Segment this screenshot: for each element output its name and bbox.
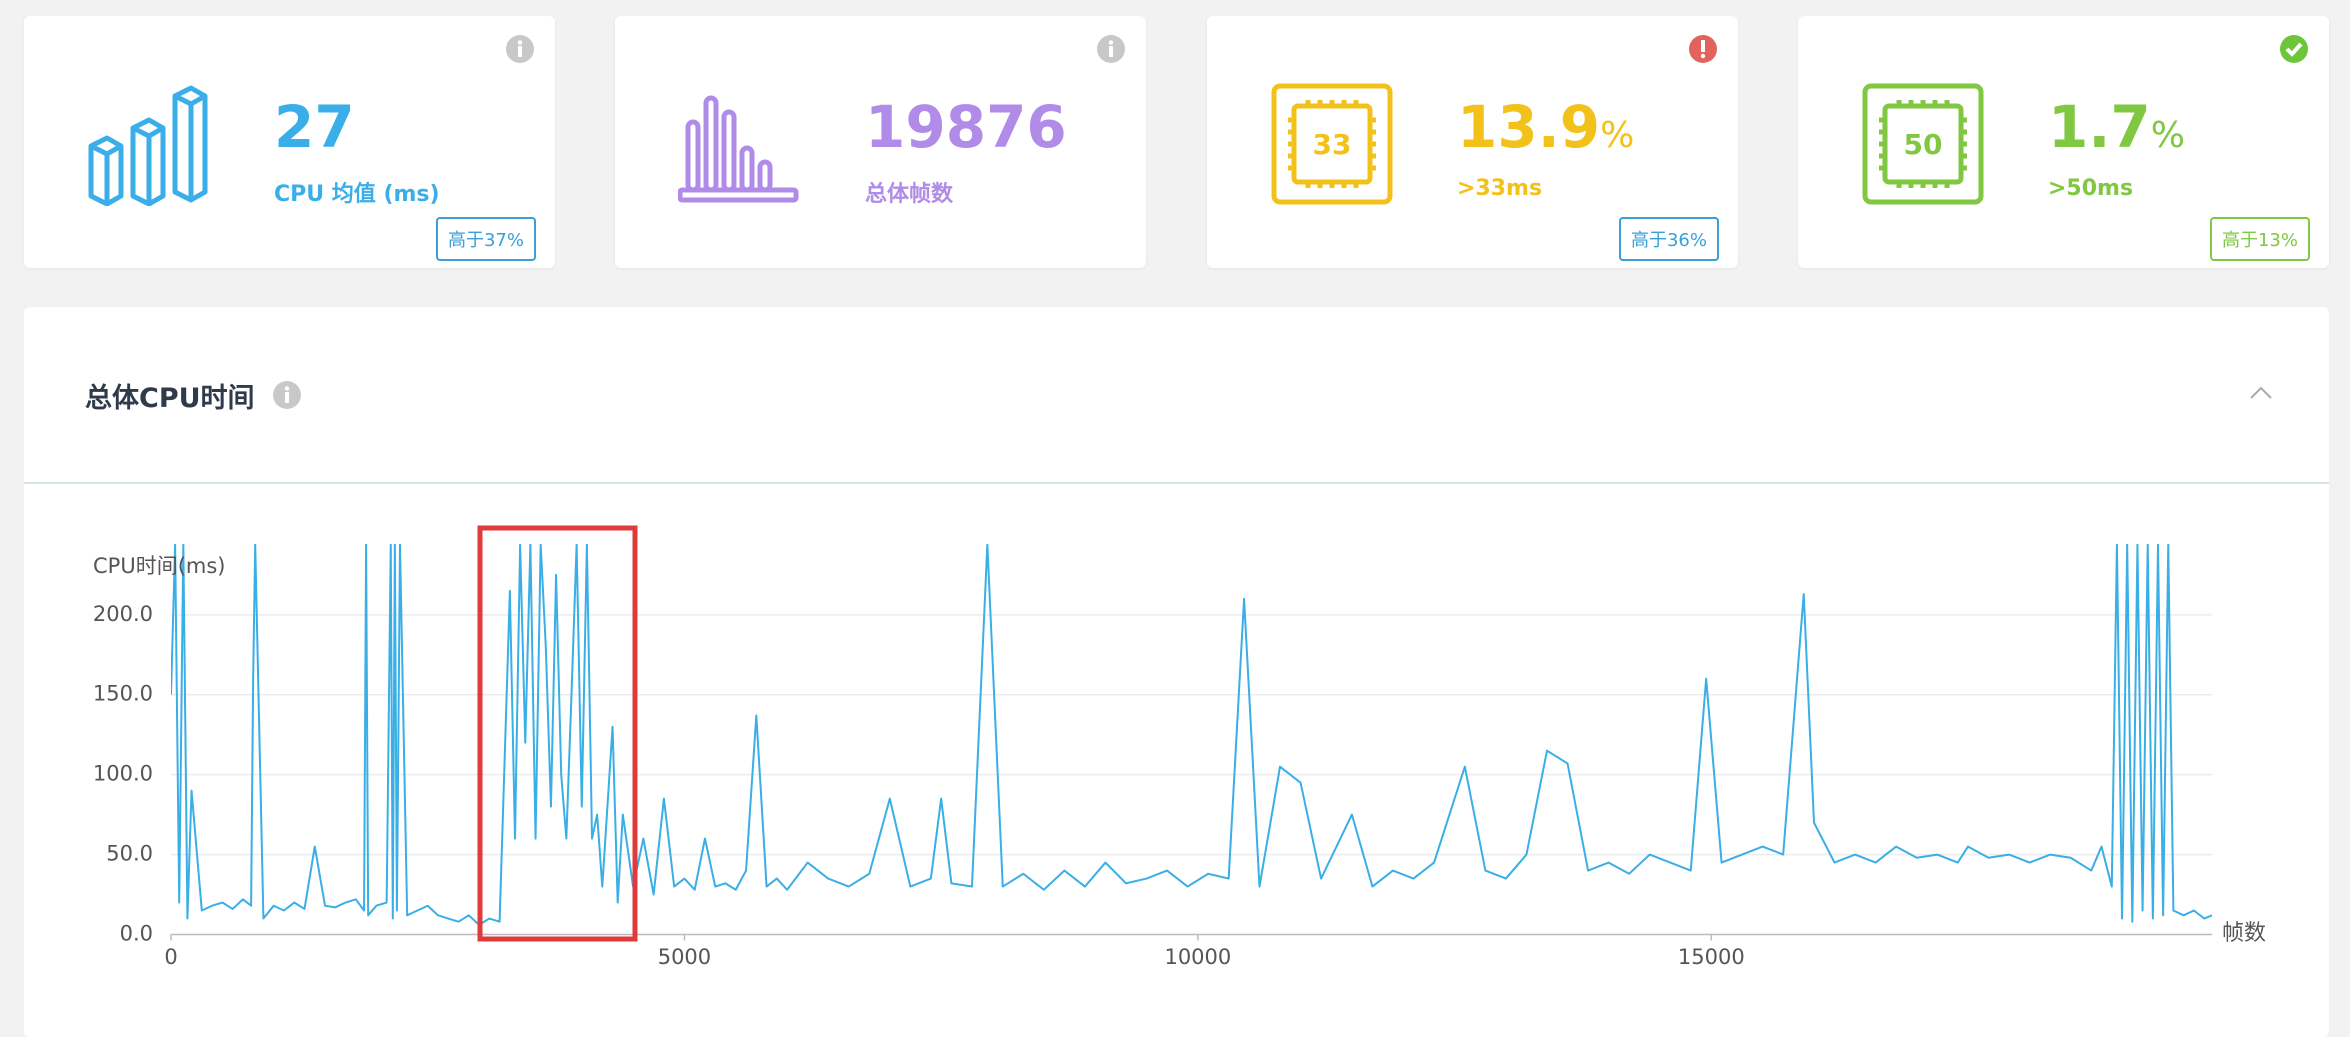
ok-icon[interactable] xyxy=(2279,34,2309,64)
x-tick-label: 10000 xyxy=(1164,945,1231,969)
stat-value: 27 xyxy=(274,93,355,161)
chip-icon: 33 xyxy=(1271,83,1393,205)
stat-card: 33 13.9% >33ms 高于36% xyxy=(1207,16,1738,268)
y-tick-label: 0.0 xyxy=(120,922,153,946)
panel-title-text: 总体CPU时间 xyxy=(85,383,255,414)
y-axis-label: CPU时间(ms) xyxy=(93,554,225,578)
stat-card: 27 CPU 均值 (ms) 高于37% xyxy=(24,16,555,268)
bar-icon xyxy=(88,85,208,206)
stat-value: 1.7% xyxy=(2048,98,2185,156)
compare-badge: 高于36% xyxy=(1618,217,1719,261)
chip-text: 50 xyxy=(1904,128,1943,161)
y-tick-label: 50.0 xyxy=(106,842,153,866)
info-icon[interactable] xyxy=(505,34,535,64)
stat-label: CPU 均值 (ms) xyxy=(274,182,440,207)
y-tick-label: 150.0 xyxy=(93,682,153,706)
stat-label: >50ms xyxy=(2048,176,2134,201)
collapse-button[interactable] xyxy=(2249,385,2273,401)
value-number: 1.7 xyxy=(2048,93,2151,161)
data-line xyxy=(171,544,2212,926)
panel-title: 总体CPU时间 xyxy=(85,376,302,415)
value-unit: % xyxy=(2150,115,2185,156)
stat-label: >33ms xyxy=(1457,176,1543,201)
chip-icon: 50 xyxy=(1862,83,1984,205)
warning-icon[interactable] xyxy=(1688,34,1718,64)
highlight-box xyxy=(477,525,638,942)
stat-card: 19876 总体帧数 xyxy=(615,16,1146,268)
chip-text: 33 xyxy=(1313,128,1352,161)
y-tick-label: 100.0 xyxy=(93,762,153,786)
info-icon[interactable] xyxy=(272,380,302,410)
value-unit: % xyxy=(1600,115,1635,156)
info-icon[interactable] xyxy=(1096,34,1126,64)
x-tick-label: 0 xyxy=(164,945,177,969)
stat-label: 总体帧数 xyxy=(865,182,954,207)
x-tick-label: 5000 xyxy=(658,945,711,969)
value-number: 13.9 xyxy=(1457,93,1601,161)
stat-card: 50 1.7% >50ms 高于13% xyxy=(1798,16,2329,268)
divider xyxy=(24,482,2329,484)
histogram-icon xyxy=(678,95,799,203)
compare-badge: 高于13% xyxy=(2209,217,2310,261)
x-tick-label: 15000 xyxy=(1678,945,1745,969)
compare-badge: 高于37% xyxy=(435,217,536,261)
x-axis-label: 帧数 xyxy=(2222,921,2266,946)
stat-value: 19876 xyxy=(865,93,1067,161)
stat-value: 13.9% xyxy=(1457,98,1634,156)
y-tick-label: 200.0 xyxy=(93,602,153,626)
